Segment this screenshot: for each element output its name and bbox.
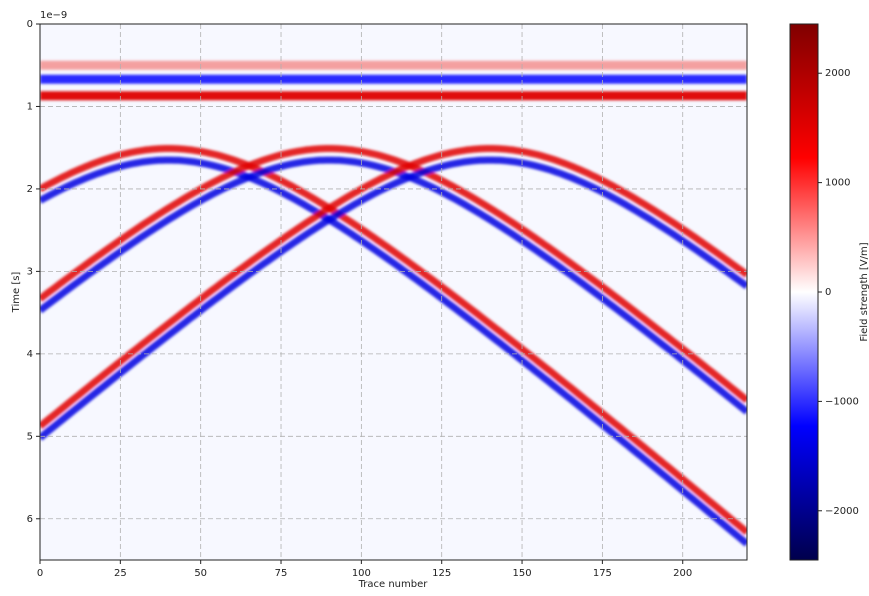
y-tick-label: 4	[27, 349, 33, 360]
x-tick-label: 75	[275, 568, 288, 579]
axes: 0 25 50 75 100 125 150 175 200 0 1 2 3 4 5 6	[27, 19, 747, 579]
x-tick-label: 125	[432, 568, 451, 579]
colorbar-tick-label: 1000	[825, 178, 850, 189]
plot-frame	[39, 23, 748, 561]
x-tick-label: 150	[512, 568, 531, 579]
colorbar-tick-label: 2000	[825, 68, 850, 79]
colorbar	[789, 23, 819, 561]
y-tick-label: 0	[27, 19, 33, 30]
y-axis-label: Time [s]	[11, 272, 22, 314]
reflection-hyperbola	[40, 145, 747, 535]
y-tick-label: 5	[27, 431, 33, 442]
x-tick-label: 175	[593, 568, 612, 579]
x-axis-label: Trace number	[358, 579, 429, 590]
plot-area	[40, 24, 747, 560]
x-tick-label: 25	[114, 568, 127, 579]
colorbar-tick-label: −2000	[825, 506, 859, 517]
x-tick-label: 0	[37, 568, 43, 579]
x-tick-label: 50	[194, 568, 207, 579]
x-tick-label: 200	[673, 568, 692, 579]
colorbar-tick-label: 0	[825, 287, 831, 298]
y-offset-label: 1e−9	[40, 10, 67, 21]
reflection-hyperbola	[40, 156, 747, 547]
bscan-image	[40, 60, 747, 547]
reflection-hyperbola	[40, 156, 747, 441]
colorbar-label: Field strength [V/m]	[859, 242, 869, 341]
y-tick-label: 3	[27, 266, 33, 277]
colorbar-tick-label: −1000	[825, 396, 859, 407]
reflection-hyperbola	[40, 145, 747, 430]
y-tick-label: 6	[27, 514, 33, 525]
y-tick-label: 2	[27, 184, 33, 195]
x-tick-label: 100	[352, 568, 371, 579]
reflection-hyperbola	[40, 145, 747, 404]
y-tick-label: 1	[27, 101, 33, 112]
